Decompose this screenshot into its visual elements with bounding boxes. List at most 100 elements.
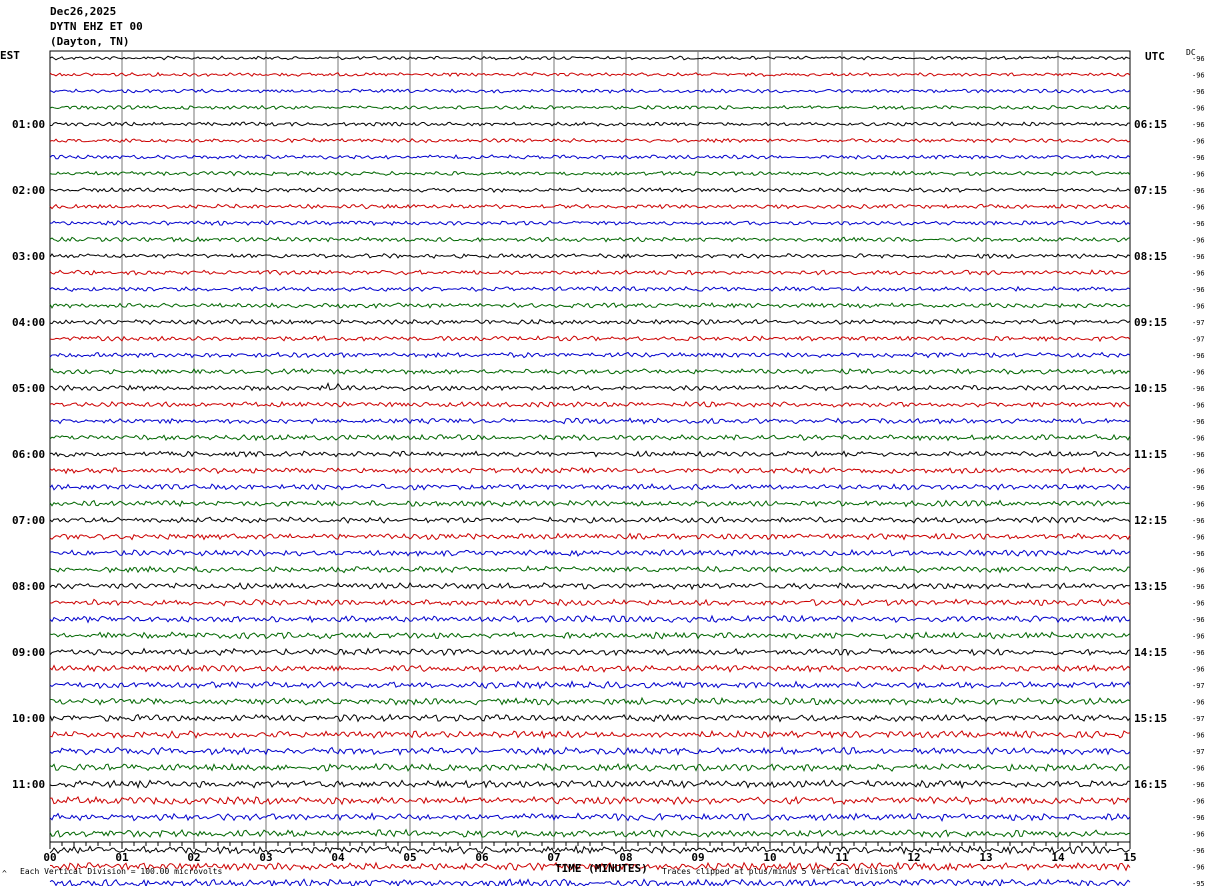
chart-date: Dec26,2025 (50, 5, 117, 18)
seismic-trace (49, 828, 1131, 839)
utc-hour-label: 14:15 (1134, 646, 1167, 659)
seismic-trace (49, 104, 1131, 111)
utc-hour-label: 06:15 (1134, 118, 1167, 131)
seismic-trace (49, 367, 1131, 375)
seismic-trace (49, 154, 1131, 160)
dc-offset-label: -96 (1192, 732, 1205, 740)
dc-offset-label: -96 (1192, 600, 1205, 608)
est-hour-label: 02:00 (12, 184, 45, 197)
x-tick-label: 15 (1123, 851, 1136, 864)
dc-offset-label: -96 (1192, 237, 1205, 245)
dc-offset-label: -96 (1192, 781, 1205, 789)
dc-offset-label: -97 (1192, 319, 1205, 327)
x-tick-label: 01 (115, 851, 129, 864)
x-tick-label: 09 (691, 851, 704, 864)
utc-hour-label: 07:15 (1134, 184, 1167, 197)
dc-offset-label: -96 (1192, 534, 1205, 542)
x-tick-label: 08 (619, 851, 632, 864)
est-hour-label: 08:00 (12, 580, 45, 593)
dc-offset-label: -96 (1192, 418, 1205, 426)
seismic-trace (49, 137, 1131, 144)
seismic-trace (49, 433, 1131, 442)
utc-hour-label: 15:15 (1134, 712, 1167, 725)
est-hour-label: 06:00 (12, 448, 45, 461)
seismic-trace (49, 499, 1131, 508)
seismic-trace (49, 351, 1131, 359)
dc-offset-label: -96 (1192, 864, 1205, 872)
est-hour-label: 03:00 (12, 250, 45, 263)
seismic-trace (49, 219, 1131, 226)
seismic-trace (49, 861, 1131, 872)
utc-hour-label: 10:15 (1134, 382, 1167, 395)
seismic-trace (49, 532, 1131, 541)
est-hour-label: 09:00 (12, 646, 45, 659)
seismic-trace (49, 170, 1131, 177)
seismic-trace (49, 631, 1131, 640)
left-timezone-label: EST (0, 49, 20, 62)
seismic-trace (49, 88, 1131, 94)
dc-offset-label: -96 (1192, 270, 1205, 278)
x-tick-label: 00 (43, 851, 56, 864)
seismic-trace (49, 400, 1131, 408)
seismic-trace (49, 335, 1131, 343)
seismic-trace (49, 762, 1131, 773)
dc-offset-label: -96 (1192, 666, 1205, 674)
x-tick-label: 02 (187, 851, 200, 864)
seismic-trace (49, 844, 1131, 855)
seismic-trace (49, 647, 1131, 657)
station-location: (Dayton, TN) (50, 35, 130, 48)
est-hour-label: 07:00 (12, 514, 45, 527)
est-hour-label: 05:00 (12, 382, 45, 395)
plot-frame (49, 50, 1131, 843)
dc-offset-label: -96 (1192, 303, 1205, 311)
dc-offset-label: -96 (1192, 369, 1205, 377)
seismic-trace (49, 565, 1131, 574)
seismic-trace (49, 729, 1131, 740)
dc-offset-label: -95 (1192, 880, 1205, 886)
dc-offset-label: -97 (1192, 682, 1205, 690)
dc-offset-label: -96 (1192, 616, 1205, 624)
est-hour-label: 01:00 (12, 118, 45, 131)
seismic-trace (49, 614, 1131, 624)
seismic-trace (49, 516, 1131, 524)
dc-offset-label: -96 (1192, 204, 1205, 212)
seismic-trace (49, 318, 1131, 326)
seismic-trace (49, 746, 1131, 756)
seismic-trace (49, 450, 1131, 458)
dc-offset-label: -96 (1192, 88, 1205, 96)
dc-offset-label: -96 (1192, 517, 1205, 525)
seismic-trace (49, 187, 1131, 193)
corner-mark: ^ (2, 869, 7, 878)
dc-offset-label: -96 (1192, 484, 1205, 492)
dc-offset-label: -96 (1192, 567, 1205, 575)
seismic-trace (49, 696, 1131, 706)
dc-offset-label: -96 (1192, 187, 1205, 195)
dc-offset-label: -96 (1192, 253, 1205, 261)
seismic-trace (49, 302, 1131, 309)
vertical-scale-note: Each Vertical Division = 100.00 microvol… (20, 867, 223, 876)
seismic-trace (49, 795, 1131, 806)
dc-offset-label: -96 (1192, 814, 1205, 822)
seismic-trace (49, 581, 1131, 591)
est-hour-label: 11:00 (12, 778, 45, 791)
dc-offset-label: -96 (1192, 105, 1205, 113)
dc-offset-label: -96 (1192, 798, 1205, 806)
dc-offset-label: -96 (1192, 55, 1205, 63)
right-timezone-label: UTC (1145, 50, 1165, 63)
dc-offset-label: -97 (1192, 715, 1205, 723)
utc-hour-label: 09:15 (1134, 316, 1167, 329)
dc-offset-label: -96 (1192, 402, 1205, 410)
dc-offset-label: -97 (1192, 748, 1205, 756)
x-axis-title: TIME (MINUTES) (555, 862, 648, 875)
est-hour-label: 10:00 (12, 712, 45, 725)
utc-hour-label: 08:15 (1134, 250, 1167, 263)
utc-hour-label: 12:15 (1134, 514, 1167, 527)
dc-offset-label: -97 (1192, 336, 1205, 344)
dc-offset-label: -96 (1192, 649, 1205, 657)
seismic-trace (49, 203, 1131, 210)
seismic-trace (49, 71, 1131, 77)
dc-offset-label: -96 (1192, 633, 1205, 641)
dc-offset-label: -96 (1192, 831, 1205, 839)
seismic-trace (49, 121, 1131, 127)
